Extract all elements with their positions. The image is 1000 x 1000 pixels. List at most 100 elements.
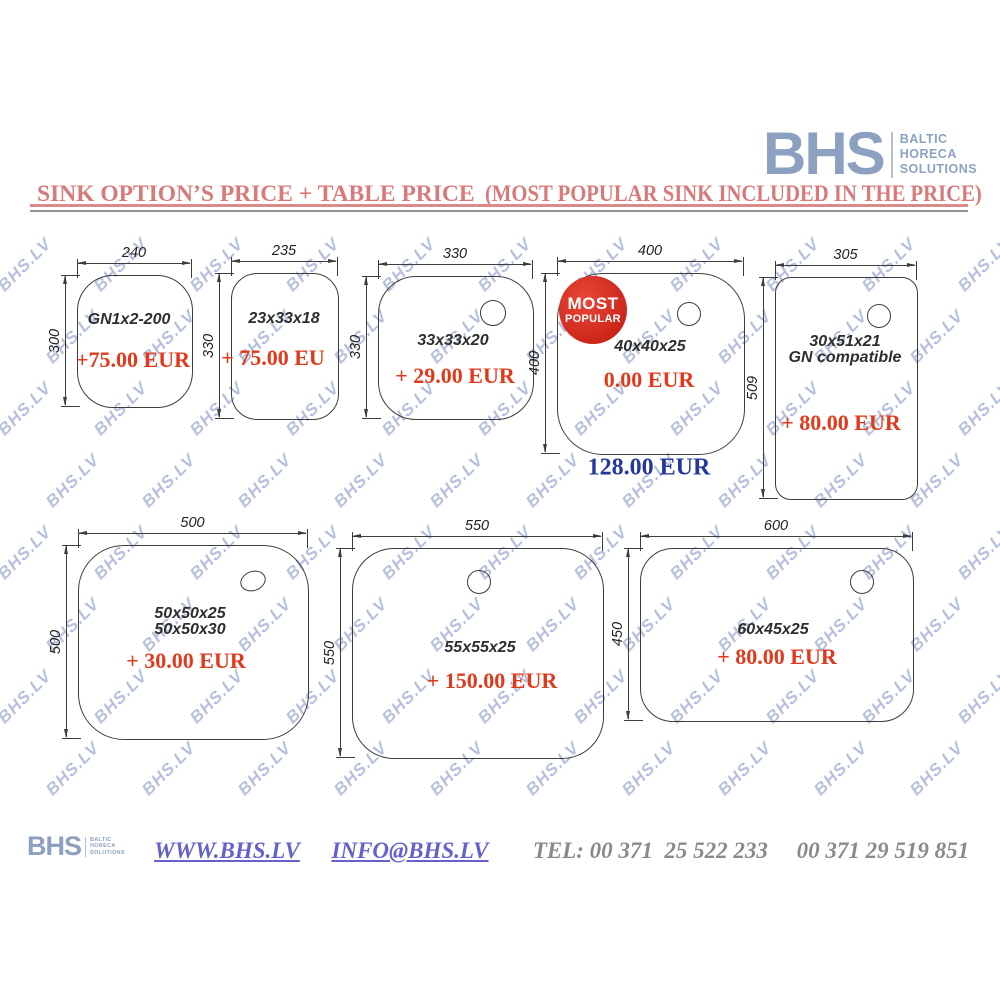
- dimension-line-vertical: [366, 277, 368, 417]
- dimension-width-label: 235: [271, 243, 297, 259]
- drain-hole: [480, 300, 506, 326]
- sink-size-line: 40x40x25: [614, 338, 686, 355]
- dimension-extension-tick: [775, 261, 776, 280]
- sink-option-price: + 29.00 EUR: [395, 363, 515, 388]
- sink-outline: [640, 548, 914, 722]
- dimension-arrow-right: [907, 263, 916, 267]
- dimension-arrow-up: [626, 548, 630, 557]
- dimension-arrow-right: [182, 261, 191, 265]
- bhs-logo-text: BHS: [763, 120, 886, 187]
- dimension-line-vertical: [66, 546, 68, 737]
- dimension-arrow-right: [523, 262, 532, 266]
- watermark-text: BHS.LV: [0, 234, 56, 296]
- logo-subtitle-line: BALTIC: [899, 131, 948, 146]
- watermark-text: BHS.LV: [234, 738, 296, 800]
- dimension-arrow-right: [903, 534, 912, 538]
- dimension-extension-tick: [78, 529, 79, 548]
- dimension-extension-tick: [759, 277, 778, 278]
- watermark-text: BHS.LV: [906, 738, 968, 800]
- dimension-arrow-down: [64, 729, 68, 738]
- dimension-arrow-up: [63, 275, 67, 284]
- dimension-arrow-down: [761, 489, 765, 498]
- dimension-arrow-down: [63, 397, 67, 406]
- dimension-extension-tick: [557, 257, 558, 276]
- watermark-text: BHS.LV: [0, 378, 56, 440]
- sink-option-price: +75.00 EUR: [76, 347, 190, 372]
- bhs-logo-subtitle: BALTIC HORECA SOLUTIONS: [90, 837, 125, 857]
- title-underline-gray: [30, 210, 968, 212]
- dimension-width-label: 550: [464, 518, 490, 534]
- dimension-extension-tick: [191, 259, 192, 278]
- sink-outline: [557, 273, 745, 455]
- sink-size-label: 50x50x25 50x50x30: [154, 606, 225, 638]
- dimension-height-label: 330: [201, 333, 217, 358]
- dimension-height-label: 400: [527, 350, 543, 376]
- bhs-logo-footer: BHS BALTIC HORECA SOLUTIONS: [27, 833, 125, 860]
- dimension-height-label: 450: [610, 621, 626, 647]
- logo-subtitle-line: HORECA: [90, 843, 116, 850]
- dimension-extension-tick: [337, 257, 338, 276]
- watermark-text: BHS.LV: [42, 738, 104, 800]
- dimension-width-label: 500: [180, 515, 205, 531]
- watermark-text: BHS.LV: [330, 450, 392, 512]
- sink-size-label: 23x33x18: [248, 311, 319, 327]
- logo-subtitle-line: SOLUTIONS: [899, 161, 978, 176]
- email-link[interactable]: INFO@BHS.LV: [331, 838, 489, 863]
- sink-outline: [231, 273, 339, 420]
- sink-size-label: 40x40x25: [614, 339, 685, 355]
- drain-hole: [677, 302, 701, 326]
- dimension-extension-tick: [541, 273, 560, 274]
- watermark-text: BHS.LV: [0, 522, 56, 584]
- website-link[interactable]: WWW.BHS.LV: [154, 838, 300, 863]
- dimension-arrow-left: [77, 261, 86, 265]
- dimension-line-vertical: [219, 274, 221, 417]
- dimension-arrow-right: [328, 259, 337, 263]
- dimension-arrow-right: [734, 259, 743, 263]
- dimension-arrow-left: [378, 262, 387, 266]
- dimension-extension-tick: [912, 532, 913, 551]
- dimension-line-horizontal: [558, 261, 742, 263]
- sink-size-label: 55x55x25: [444, 640, 515, 656]
- table-price: 128.00 EUR: [587, 454, 711, 481]
- dimension-extension-tick: [624, 548, 643, 549]
- dimension-line-vertical: [65, 276, 67, 405]
- sink-option-price: + 75.00 EU: [221, 345, 325, 370]
- watermark-text: BHS.LV: [954, 378, 1000, 440]
- dimension-arrow-up: [761, 277, 765, 286]
- dimension-height-label: 330: [348, 334, 364, 360]
- dimension-extension-tick: [62, 545, 81, 546]
- sink-size-label: GN1x2-200: [88, 312, 171, 328]
- watermark-text: BHS.LV: [0, 666, 56, 728]
- page-title-main: SINK OPTION’S PRICE + TABLE PRICE: [37, 181, 475, 207]
- badge-text-line: POPULAR: [565, 313, 621, 325]
- dimension-arrow-up: [364, 276, 368, 285]
- phone-numbers: TEL: 00 371 25 522 233 00 371 29 519 851: [532, 838, 970, 863]
- sink-size-line: 33x33x20: [417, 332, 489, 349]
- drain-hole: [850, 570, 874, 594]
- dimension-extension-tick: [541, 453, 560, 454]
- dimension-height-label: 300: [47, 328, 63, 353]
- sink-option-price: 0.00 EUR: [603, 367, 695, 392]
- dimension-arrow-right: [298, 531, 307, 535]
- dimension-extension-tick: [362, 418, 381, 419]
- dimension-extension-tick: [61, 275, 80, 276]
- dimension-line-vertical: [340, 549, 342, 756]
- watermark-text: BHS.LV: [714, 738, 776, 800]
- logo-subtitle-line: BALTIC: [90, 836, 112, 843]
- dimension-extension-tick: [602, 532, 603, 551]
- page-title-note: (MOST POPULAR SINK INCLUDED IN THE PRICE…: [484, 181, 982, 207]
- watermark-text: BHS.LV: [810, 738, 872, 800]
- sink-size-label: 33x33x20: [417, 333, 488, 349]
- dimension-arrow-up: [543, 273, 547, 282]
- dimension-extension-tick: [215, 418, 234, 419]
- dimension-arrow-right: [593, 534, 602, 538]
- dimension-line-horizontal: [379, 264, 531, 266]
- page-title: SINK OPTION’S PRICE + TABLE PRICE (MOST P…: [37, 181, 1000, 207]
- logo-divider: [890, 132, 893, 178]
- watermark-text: BHS.LV: [234, 450, 296, 512]
- dimension-arrow-up: [338, 548, 342, 557]
- dimension-extension-tick: [916, 261, 917, 280]
- sink-size-line: 60x45x25: [737, 621, 809, 638]
- title-underline-pink: [30, 204, 968, 207]
- sink-outline: [378, 276, 534, 420]
